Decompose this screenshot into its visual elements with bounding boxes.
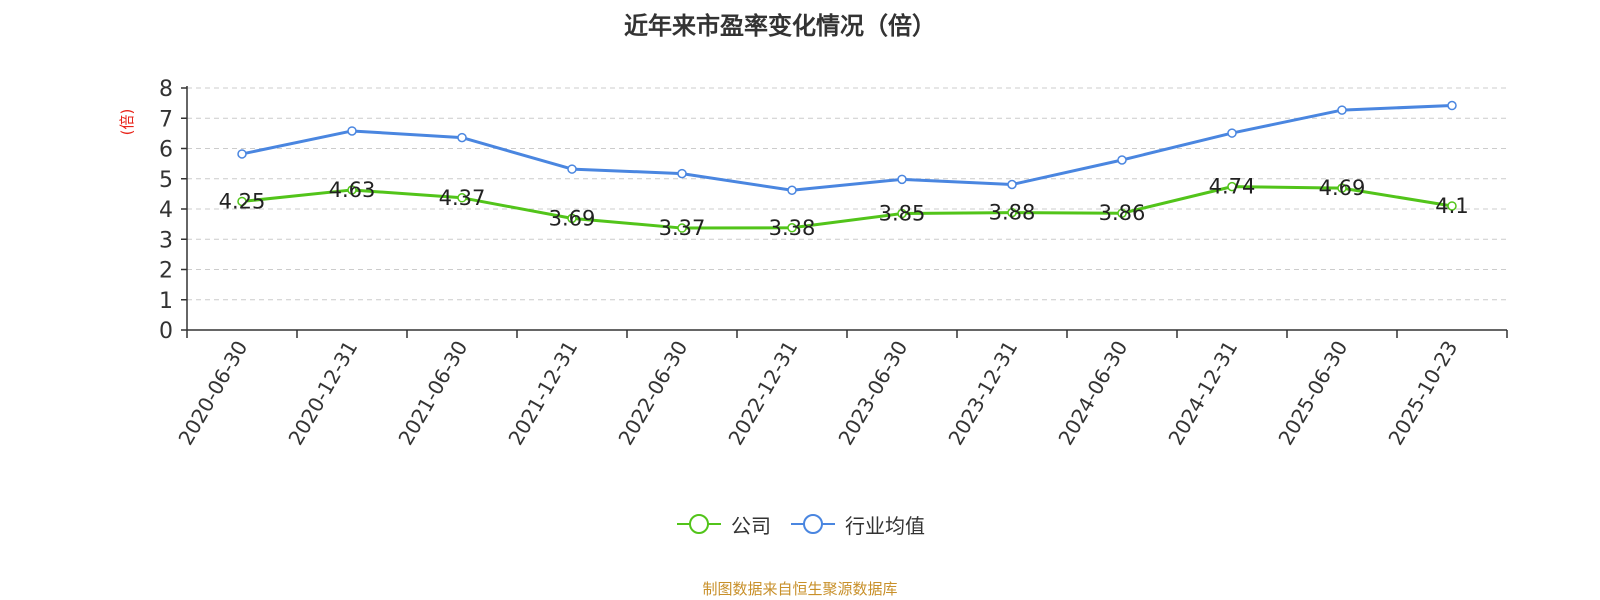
source-note: 制图数据来自恒生聚源数据库 [702, 580, 898, 598]
data-label: 4.37 [439, 186, 486, 210]
y-tick-label: 0 [159, 319, 173, 344]
data-point [1447, 201, 1457, 211]
data-point [1337, 183, 1347, 193]
grid-lines [187, 87, 1507, 301]
axes: 0 1 2 3 4 5 6 7 8 (倍) 2020-06-30 2020-12-31 2021-06-… [118, 77, 1508, 450]
x-tick-label: 2021-06-30 [393, 337, 472, 450]
data-point [237, 196, 247, 207]
legend-marker-industry [791, 514, 835, 534]
data-point [677, 223, 687, 233]
y-tick-label: 4 [159, 198, 173, 223]
legend: 公司 行业均值 [0, 508, 1600, 540]
data-point [1117, 208, 1127, 218]
data-label: 4.63 [329, 178, 376, 202]
data-point [457, 193, 467, 203]
x-tick-label: 2020-12-31 [283, 337, 362, 450]
series-line-1 [241, 104, 1453, 192]
data-point [1447, 100, 1457, 111]
data-label: 3.69 [549, 206, 596, 230]
y-tick-label: 6 [159, 138, 173, 163]
y-tick-label: 8 [159, 77, 173, 102]
x-tick-label: 2024-06-30 [1053, 337, 1132, 450]
data-point [347, 126, 357, 136]
data-point [347, 185, 357, 195]
legend-circle-company [689, 514, 709, 534]
data-label: 4.1 [1435, 194, 1468, 218]
data-point [567, 213, 577, 224]
chart-title: 近年来市盈率变化情况（倍） [624, 12, 936, 40]
data-point [1337, 105, 1347, 115]
x-tick-label: 2023-06-30 [833, 337, 912, 450]
data-point [1117, 155, 1127, 165]
data-labels: 4.25 4.63 4.37 3.69 3.37 3.38 3.85 3.88 3.86 4.74… [219, 175, 1469, 240]
data-label: 3.86 [1099, 201, 1146, 225]
y-tick-label: 1 [159, 289, 173, 314]
legend-item-company[interactable]: 公司 [675, 510, 771, 539]
y-tick-label: 2 [159, 259, 173, 284]
data-label: 3.38 [769, 216, 816, 240]
data-label: 4.25 [219, 189, 266, 213]
data-point [897, 174, 907, 185]
y-tick-label: 3 [159, 228, 173, 253]
y-tick-label: 5 [159, 168, 173, 193]
y-tick-label: 7 [159, 107, 173, 132]
x-tick-label: 2025-06-30 [1273, 337, 1352, 450]
data-point [237, 149, 247, 159]
legend-circle-industry [803, 514, 823, 534]
data-point [897, 208, 907, 219]
x-tick-label: 2022-06-30 [613, 337, 692, 450]
data-point [1227, 181, 1237, 192]
data-point [1007, 179, 1017, 190]
x-tick-label: 2025-10-23 [1383, 337, 1462, 450]
data-point [787, 185, 797, 195]
data-point [567, 164, 577, 174]
y-axis-title: (倍) [118, 109, 136, 136]
series-lines [237, 100, 1457, 233]
data-label: 3.37 [659, 216, 706, 240]
x-tick-label: 2021-12-31 [503, 337, 582, 450]
data-label: 4.69 [1319, 176, 1366, 200]
data-point [457, 132, 467, 143]
legend-label-company: 公司 [731, 513, 771, 538]
line-chart: 0 1 2 3 4 5 6 7 8 (倍) 2020-06-30 2020-12-31 2021-06-… [118, 77, 1508, 450]
x-tick-label: 2022-12-31 [723, 337, 802, 450]
legend-label-industry: 行业均值 [845, 513, 925, 538]
data-point [1007, 207, 1017, 218]
x-tick-label: 2023-12-31 [943, 337, 1022, 450]
x-tick-label: 2024-12-31 [1163, 337, 1242, 450]
data-label: 3.88 [989, 201, 1036, 225]
data-point [787, 223, 797, 233]
data-point [1227, 128, 1237, 138]
x-tick-label: 2020-06-30 [173, 337, 252, 450]
legend-item-industry[interactable]: 行业均值 [789, 510, 925, 539]
series-line-0 [241, 185, 1453, 230]
data-label: 3.85 [879, 202, 926, 226]
legend-marker-company [677, 514, 721, 534]
data-label: 4.74 [1209, 175, 1256, 199]
data-point [677, 168, 687, 179]
